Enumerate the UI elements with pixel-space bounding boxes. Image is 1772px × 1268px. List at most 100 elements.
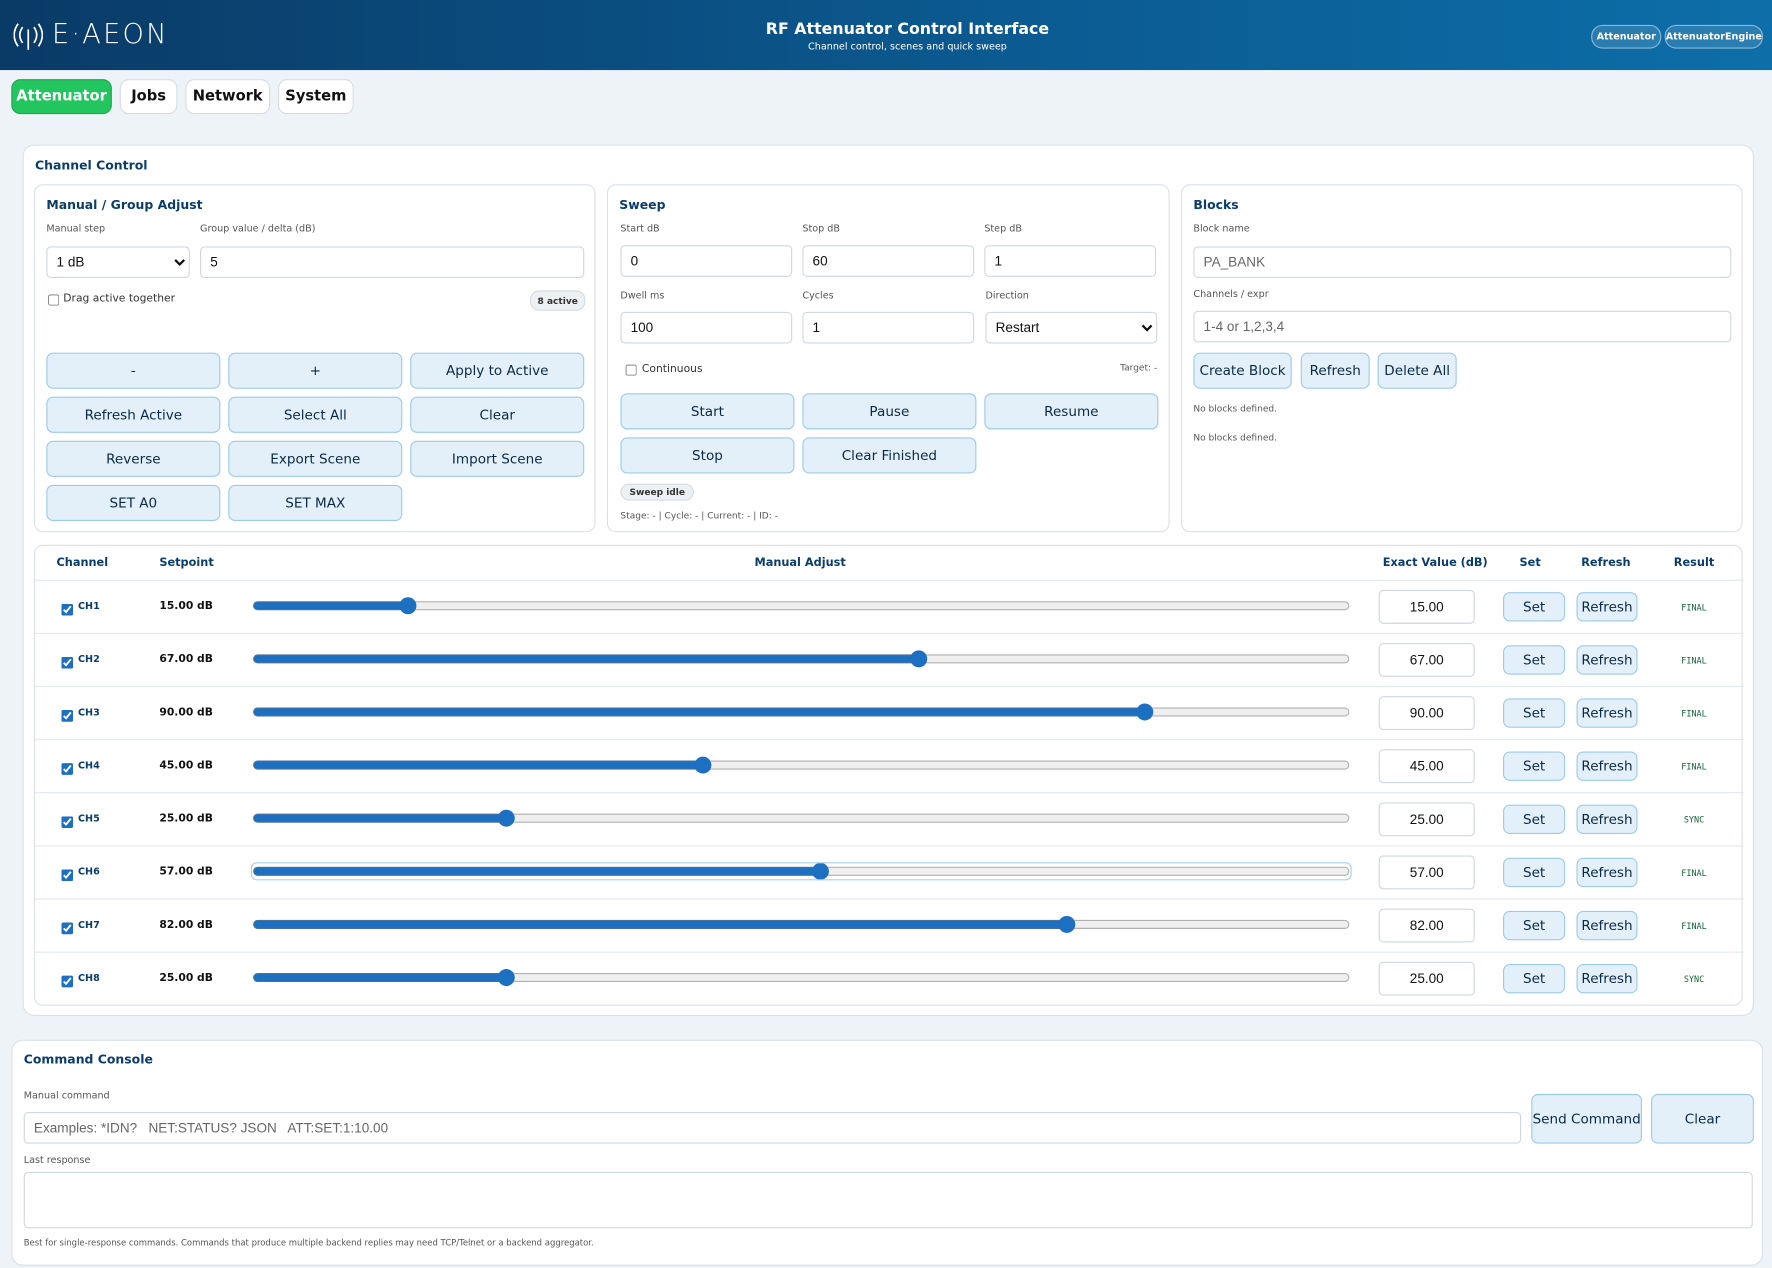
result: FINAL bbox=[1681, 867, 1707, 879]
checkbox[interactable] bbox=[61, 975, 74, 988]
slider[interactable] bbox=[252, 704, 1351, 720]
badge: AttenuatorEngine bbox=[1664, 24, 1763, 49]
exact-input[interactable] bbox=[1378, 802, 1475, 837]
slider[interactable] bbox=[252, 597, 1351, 614]
button[interactable]: Refresh bbox=[1300, 352, 1370, 389]
manual-panel: Manual / Group Adjust Manual step Group … bbox=[33, 184, 596, 533]
field-input[interactable] bbox=[984, 245, 1157, 277]
field-label: Last response bbox=[23, 1154, 91, 1167]
field-label: Manual step bbox=[46, 223, 106, 236]
exact-input[interactable] bbox=[1378, 643, 1475, 677]
checkbox[interactable] bbox=[48, 294, 60, 306]
result: SYNC bbox=[1683, 974, 1705, 985]
checkbox[interactable] bbox=[625, 364, 637, 376]
button[interactable]: Clear Finished bbox=[802, 437, 977, 474]
tab[interactable]: Network bbox=[185, 79, 271, 115]
button[interactable]: Resume bbox=[984, 393, 1159, 430]
exact-input[interactable] bbox=[1378, 855, 1475, 890]
result: FINAL bbox=[1681, 761, 1707, 772]
block-name-input[interactable] bbox=[1193, 246, 1732, 279]
tab[interactable]: Attenuator bbox=[11, 79, 112, 115]
direction-select[interactable]: Restart bbox=[985, 311, 1158, 344]
button[interactable]: + bbox=[228, 352, 403, 389]
column-header: Exact Value (dB) bbox=[1382, 557, 1488, 570]
refresh-button[interactable]: Refresh bbox=[1576, 592, 1638, 622]
tab[interactable]: System bbox=[278, 79, 354, 115]
table-row: CH8 25.00 dB Set Refresh SYNC bbox=[35, 951, 1744, 1006]
slider[interactable] bbox=[252, 916, 1351, 933]
field-input[interactable] bbox=[620, 311, 793, 344]
button[interactable]: Export Scene bbox=[228, 440, 403, 477]
button[interactable]: Reverse bbox=[46, 440, 221, 477]
button[interactable]: Import Scene bbox=[410, 440, 585, 477]
set-button[interactable]: Set bbox=[1503, 698, 1566, 728]
button[interactable]: Select All bbox=[228, 396, 403, 433]
blocks-panel: Blocks Block name Channels / expr No blo… bbox=[1180, 184, 1743, 533]
slider[interactable] bbox=[252, 810, 1351, 827]
button[interactable]: Delete All bbox=[1377, 352, 1457, 389]
button[interactable]: SET MAX bbox=[228, 484, 403, 521]
button[interactable]: Create Block bbox=[1193, 352, 1292, 389]
button[interactable]: Refresh Active bbox=[46, 396, 221, 433]
set-button[interactable]: Set bbox=[1503, 751, 1566, 781]
stage-text: Stage: - | Cycle: - | Current: - | ID: - bbox=[620, 510, 778, 521]
button[interactable]: Start bbox=[620, 393, 795, 430]
exact-input[interactable] bbox=[1378, 589, 1475, 624]
slider[interactable] bbox=[252, 757, 1351, 773]
slider[interactable] bbox=[250, 862, 1352, 881]
command-input[interactable] bbox=[23, 1112, 1522, 1144]
set-button[interactable]: Set bbox=[1503, 804, 1566, 835]
checkbox[interactable] bbox=[61, 603, 74, 616]
refresh-button[interactable]: Refresh bbox=[1576, 751, 1638, 781]
refresh-button[interactable]: Refresh bbox=[1576, 698, 1638, 728]
checkbox[interactable] bbox=[61, 869, 74, 882]
channels-input[interactable] bbox=[1193, 310, 1732, 343]
button[interactable]: - bbox=[46, 352, 221, 389]
console-note: Best for single-response commands. Comma… bbox=[23, 1237, 594, 1248]
header: E·AEON RF Attenuator Control Interface C… bbox=[0, 0, 1772, 71]
setpoint: 25.00 dB bbox=[159, 971, 213, 985]
tab[interactable]: Jobs bbox=[119, 79, 178, 115]
channel-name: CH2 bbox=[77, 654, 100, 666]
step-select[interactable]: 1 dB bbox=[46, 246, 190, 279]
setpoint: 57.00 dB bbox=[159, 865, 213, 879]
field-input[interactable] bbox=[802, 245, 975, 277]
checkbox[interactable] bbox=[61, 763, 74, 775]
field-input[interactable] bbox=[802, 311, 975, 344]
refresh-button[interactable]: Refresh bbox=[1576, 804, 1638, 835]
clear-button[interactable]: Clear bbox=[1651, 1093, 1754, 1144]
refresh-button[interactable]: Refresh bbox=[1576, 645, 1638, 675]
exact-input[interactable] bbox=[1378, 749, 1475, 784]
button[interactable]: Pause bbox=[802, 393, 977, 430]
set-button[interactable]: Set bbox=[1503, 592, 1566, 622]
set-button[interactable]: Set bbox=[1503, 857, 1566, 888]
checkbox[interactable] bbox=[61, 922, 74, 935]
table-row: CH3 90.00 dB Set Refresh FINAL bbox=[35, 685, 1744, 740]
result: FINAL bbox=[1681, 921, 1707, 932]
slider[interactable] bbox=[252, 969, 1351, 986]
set-button[interactable]: Set bbox=[1503, 963, 1566, 994]
panel-title: Blocks bbox=[1193, 197, 1239, 213]
send-button[interactable]: Send Command bbox=[1531, 1093, 1643, 1144]
button[interactable]: Clear bbox=[410, 396, 585, 433]
exact-input[interactable] bbox=[1378, 961, 1475, 996]
refresh-button[interactable]: Refresh bbox=[1576, 910, 1638, 941]
exact-input[interactable] bbox=[1378, 696, 1475, 731]
checkbox[interactable] bbox=[61, 816, 74, 829]
button[interactable]: Apply to Active bbox=[410, 352, 585, 389]
button[interactable]: Stop bbox=[620, 437, 795, 474]
checkbox[interactable] bbox=[61, 656, 74, 669]
button[interactable]: SET A0 bbox=[46, 484, 221, 521]
refresh-button[interactable]: Refresh bbox=[1576, 963, 1638, 994]
exact-input[interactable] bbox=[1378, 908, 1475, 943]
group-input[interactable] bbox=[200, 246, 585, 279]
refresh-button[interactable]: Refresh bbox=[1576, 857, 1638, 888]
channel-name: CH4 bbox=[77, 760, 100, 772]
table-row: CH6 57.00 dB Set Refresh FINAL bbox=[35, 845, 1744, 899]
set-button[interactable]: Set bbox=[1503, 645, 1566, 675]
slider[interactable] bbox=[252, 650, 1351, 667]
set-button[interactable]: Set bbox=[1503, 910, 1566, 941]
checkbox[interactable] bbox=[61, 710, 74, 722]
channel-name: CH6 bbox=[77, 866, 100, 879]
field-input[interactable] bbox=[620, 245, 793, 277]
